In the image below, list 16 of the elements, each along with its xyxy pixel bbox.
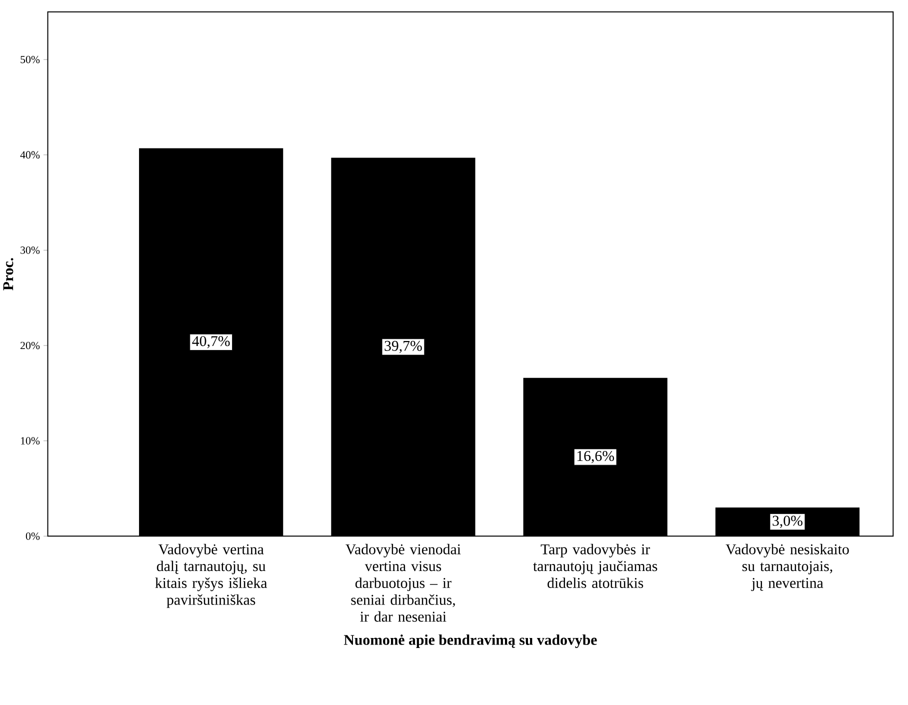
data-label: 16,6% [577,451,614,464]
x-tick-label: Vadovybė nesiskaito su tarnautojais, jų nevertina [726,544,849,592]
data-label: 39,7% [384,341,422,354]
y-tick-label: 0% [26,532,40,540]
y-tick-label: 50% [20,56,40,64]
x-axis-title: Nuomonė apie bendravimą su vadovybe [344,634,597,648]
data-label: 40,7% [192,336,230,348]
x-tick-label: Vadovybė vienodai vertina visus darbuotojus – ir seniai dirbančius, ir dar neseniai [346,544,461,622]
x-tick-label: Tarp vadovybės ir tarnautojų jaučiamas didelis atotrūkis [533,544,658,588]
y-tick-label: 40% [20,151,40,159]
y-tick-label: 10% [21,437,40,445]
data-label: 3,0% [772,516,802,528]
y-axis-title: Proc. [3,258,14,291]
y-tick-label: 20% [20,342,40,350]
x-tick-label: Vadovybė vertina dalį tarnautojų, su kitais ryšys išlieka paviršutiniškas [155,544,268,608]
y-tick-label: 30% [20,246,40,254]
